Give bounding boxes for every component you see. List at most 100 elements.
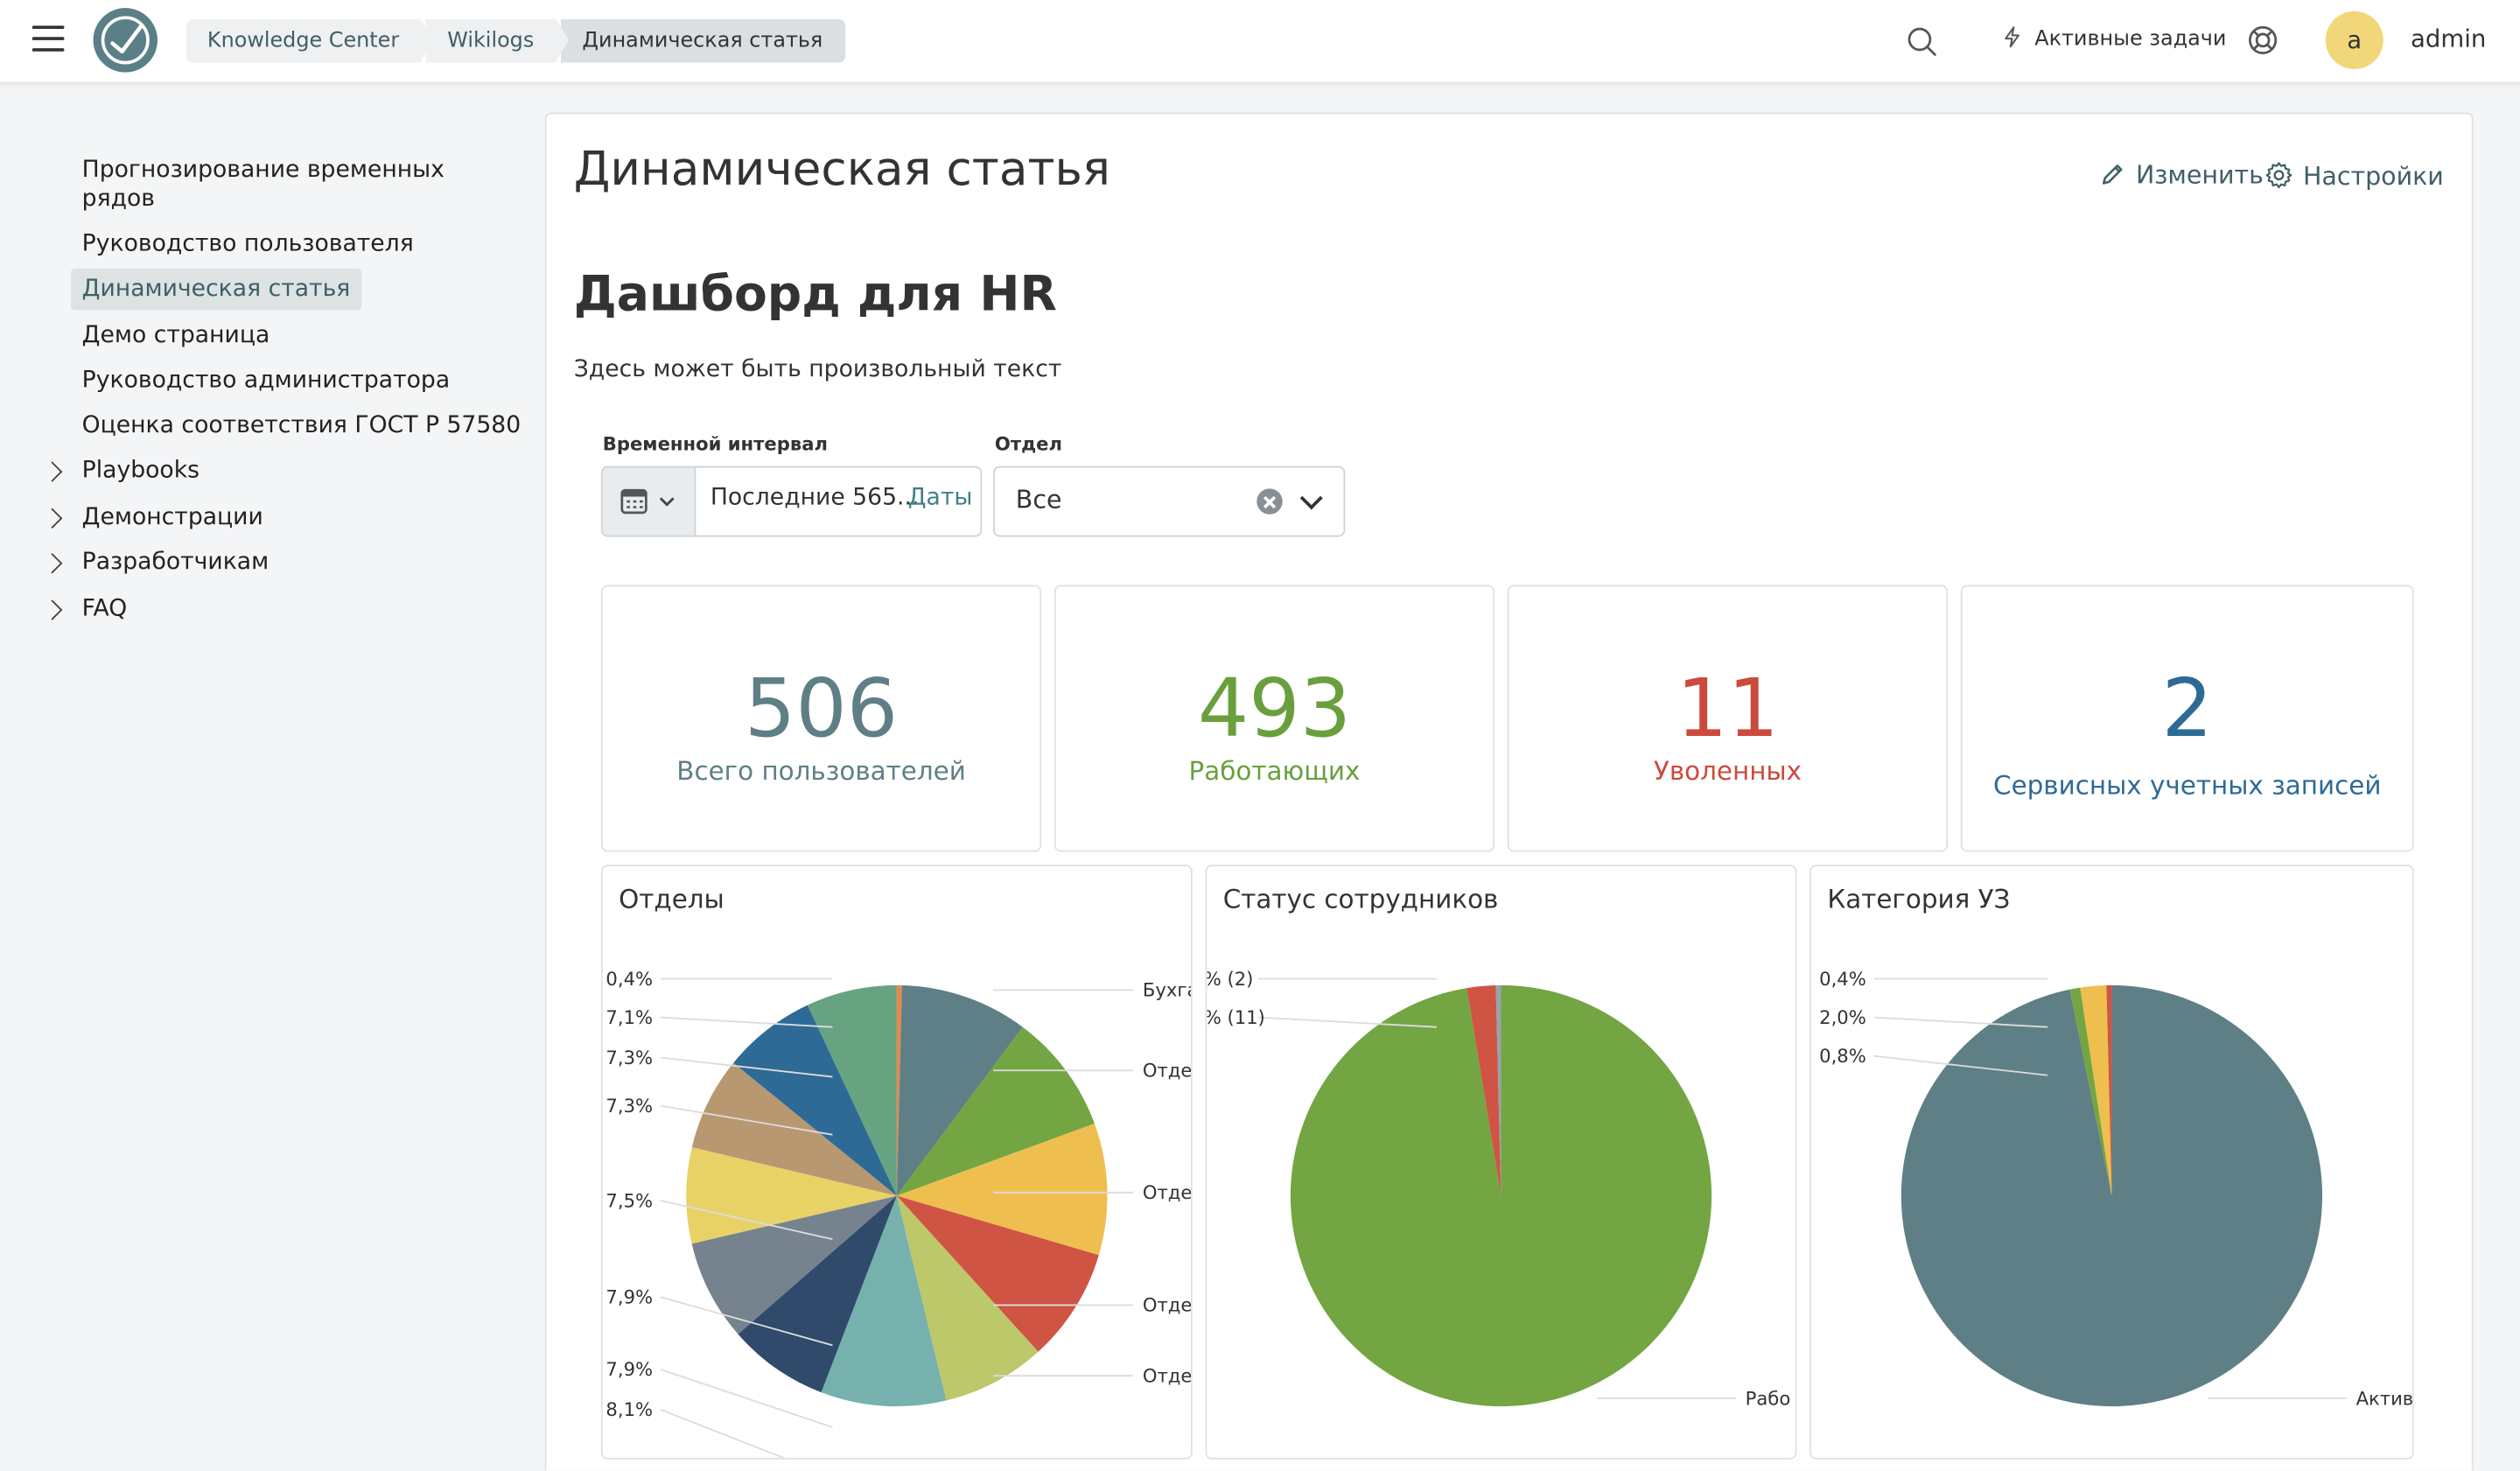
breadcrumb-item[interactable]: Knowledge Center [186, 19, 435, 63]
dashboard-description: Здесь может быть произвольный текст [573, 356, 1062, 383]
clear-icon[interactable] [1256, 488, 1283, 515]
chart-card-employee-status: % (2) % (11) Рабо Статус сотрудников [1205, 865, 1797, 1460]
breadcrumb-item-current: Динамическая статья [561, 19, 846, 63]
sidebar-item-admin-guide[interactable]: Руководство администратора [81, 368, 451, 394]
chevron-right-icon[interactable] [42, 553, 63, 574]
pie-right-label: Бухга [1143, 979, 1191, 1001]
sidebar-item-faq[interactable]: FAQ [81, 596, 128, 622]
pie-left-label: % (2) [1207, 968, 1253, 990]
kpi-label: Работающих [1188, 755, 1361, 787]
help-lifebuoy-icon[interactable] [2247, 25, 2279, 63]
sidebar-item-forecasting-cont[interactable]: рядов [81, 186, 156, 213]
pie-left-label: 0,4% [1819, 968, 1866, 990]
label-leader-line [660, 1104, 833, 1136]
pie-left-label: 8,1% [606, 1398, 653, 1420]
kpi-value: 506 [744, 662, 899, 756]
pie-left-label: 7,1% [606, 1006, 653, 1028]
username[interactable]: admin [2411, 24, 2487, 53]
pie-slice[interactable] [896, 1026, 1095, 1196]
edit-label: Изменить [2135, 160, 2264, 190]
kpi-card-working: 493 Работающих [1054, 585, 1495, 852]
department-value: Все [1015, 485, 1062, 515]
pie-left-label: % (11) [1207, 1006, 1264, 1028]
pie-slice[interactable] [896, 1195, 1099, 1352]
label-leader-line [1873, 1054, 2048, 1076]
lightning-icon [2005, 26, 2020, 48]
sidebar-item-developers[interactable]: Разработчикам [81, 550, 270, 576]
calendar-icon [620, 488, 675, 515]
logo-icon [101, 16, 150, 65]
kpi-value: 2 [2161, 662, 2213, 756]
pie-slice[interactable] [1466, 984, 1502, 1196]
breadcrumb-label: Wikilogs [447, 29, 535, 53]
pie-slice[interactable] [896, 1124, 1108, 1256]
settings-button[interactable]: Настройки [2264, 161, 2444, 192]
dates-link[interactable]: Даты [907, 485, 973, 512]
pie-slice[interactable] [691, 1195, 897, 1334]
pie-left-label: 7,5% [606, 1189, 653, 1211]
pie-left-label: 7,9% [606, 1358, 653, 1380]
pie-slice[interactable] [896, 984, 1023, 1196]
pie-right-label: Отде [1143, 1060, 1191, 1082]
label-leader-line [1873, 1016, 2048, 1028]
pie-slice[interactable] [691, 1062, 897, 1196]
sidebar-item-gost[interactable]: Оценка соответствия ГОСТ Р 57580 [81, 413, 522, 439]
account-category-pie-chart: 0,4% 2,0% 0,8% Актив [1819, 968, 2412, 1409]
kpi-value: 493 [1197, 662, 1352, 756]
breadcrumb-item[interactable]: Wikilogs [426, 19, 570, 63]
pie-slice[interactable] [733, 1005, 897, 1196]
calendar-button[interactable] [602, 467, 696, 536]
menu-icon[interactable] [32, 25, 65, 54]
pie-slice[interactable] [738, 1195, 897, 1393]
pie-right-label: Отде [1143, 1365, 1191, 1387]
pie-left-label: 7,3% [606, 1047, 653, 1068]
active-tasks-button[interactable]: Активные задачи [2003, 25, 2226, 52]
top-bar: Knowledge Center Wikilogs Динамическая с… [0, 0, 2520, 84]
breadcrumb-label: Knowledge Center [206, 29, 400, 53]
departments-pie-chart: 0,4% 7,1% 7,3% 7,3% 7,5% 7,9% 7,9% 8,1% Бухга Отд… [606, 968, 1191, 1458]
kpi-card-service-accounts: 2 Сервисных учетных записей [1960, 585, 2414, 852]
gear-icon [2265, 162, 2292, 189]
pie-right-label: Актив [2356, 1387, 2412, 1409]
pie-slice[interactable] [2080, 984, 2112, 1196]
sidebar-item-forecasting[interactable]: Прогнозирование временных [81, 157, 444, 184]
pie-slice[interactable] [2069, 987, 2112, 1196]
pie-left-label: 0,8% [1819, 1045, 1866, 1067]
logo[interactable] [93, 8, 158, 73]
pie-slice[interactable] [2106, 984, 2112, 1196]
chevron-down-icon[interactable] [1299, 487, 1323, 510]
search-icon[interactable] [1906, 25, 1938, 64]
sidebar-item-dynamic-article[interactable]: Динамическая статья [70, 268, 362, 311]
pie-slice[interactable] [896, 984, 902, 1196]
chevron-right-icon[interactable] [42, 508, 63, 529]
pie-right-label: Отде [1143, 1181, 1191, 1203]
avatar[interactable]: a [2325, 11, 2384, 69]
pie-slice[interactable] [686, 1147, 897, 1244]
sidebar-item-demos[interactable]: Демонстрации [81, 504, 263, 531]
sidebar-item-playbooks[interactable]: Playbooks [81, 458, 200, 484]
sidebar-item-demo-page[interactable]: Демо страница [81, 323, 270, 349]
chevron-right-icon[interactable] [42, 461, 63, 482]
label-leader-line [660, 1200, 833, 1240]
page-title: Динамическая статья [573, 141, 1110, 197]
pie-slice[interactable] [1900, 984, 2323, 1407]
pie-slice[interactable] [1495, 984, 1502, 1196]
pie-slice[interactable] [821, 1195, 947, 1407]
sidebar-item-user-guide[interactable]: Руководство пользователя [81, 231, 414, 257]
department-label: Отдел [994, 432, 1062, 455]
label-leader-line [660, 1296, 833, 1347]
edit-button[interactable]: Изменить [2099, 161, 2264, 190]
time-interval-picker[interactable]: Последние 565... Даты [600, 466, 983, 537]
pie-slice[interactable] [896, 1195, 1039, 1401]
pencil-icon [2102, 165, 2123, 185]
pie-right-label: Отде [1143, 1294, 1191, 1316]
kpi-label: Сервисных учетных записей [1993, 769, 2382, 801]
breadcrumb-label: Динамическая статья [582, 29, 823, 53]
department-select[interactable]: Все [993, 466, 1346, 537]
chart-card-departments: 0,4% 7,1% 7,3% 7,3% 7,5% 7,9% 7,9% 8,1% Бухга Отд… [600, 865, 1193, 1460]
label-leader-line [660, 1408, 786, 1458]
chevron-right-icon[interactable] [42, 599, 63, 620]
pie-slice[interactable] [807, 984, 897, 1196]
pie-slice[interactable] [1290, 984, 1712, 1407]
kpi-label: Всего пользователей [676, 755, 966, 787]
